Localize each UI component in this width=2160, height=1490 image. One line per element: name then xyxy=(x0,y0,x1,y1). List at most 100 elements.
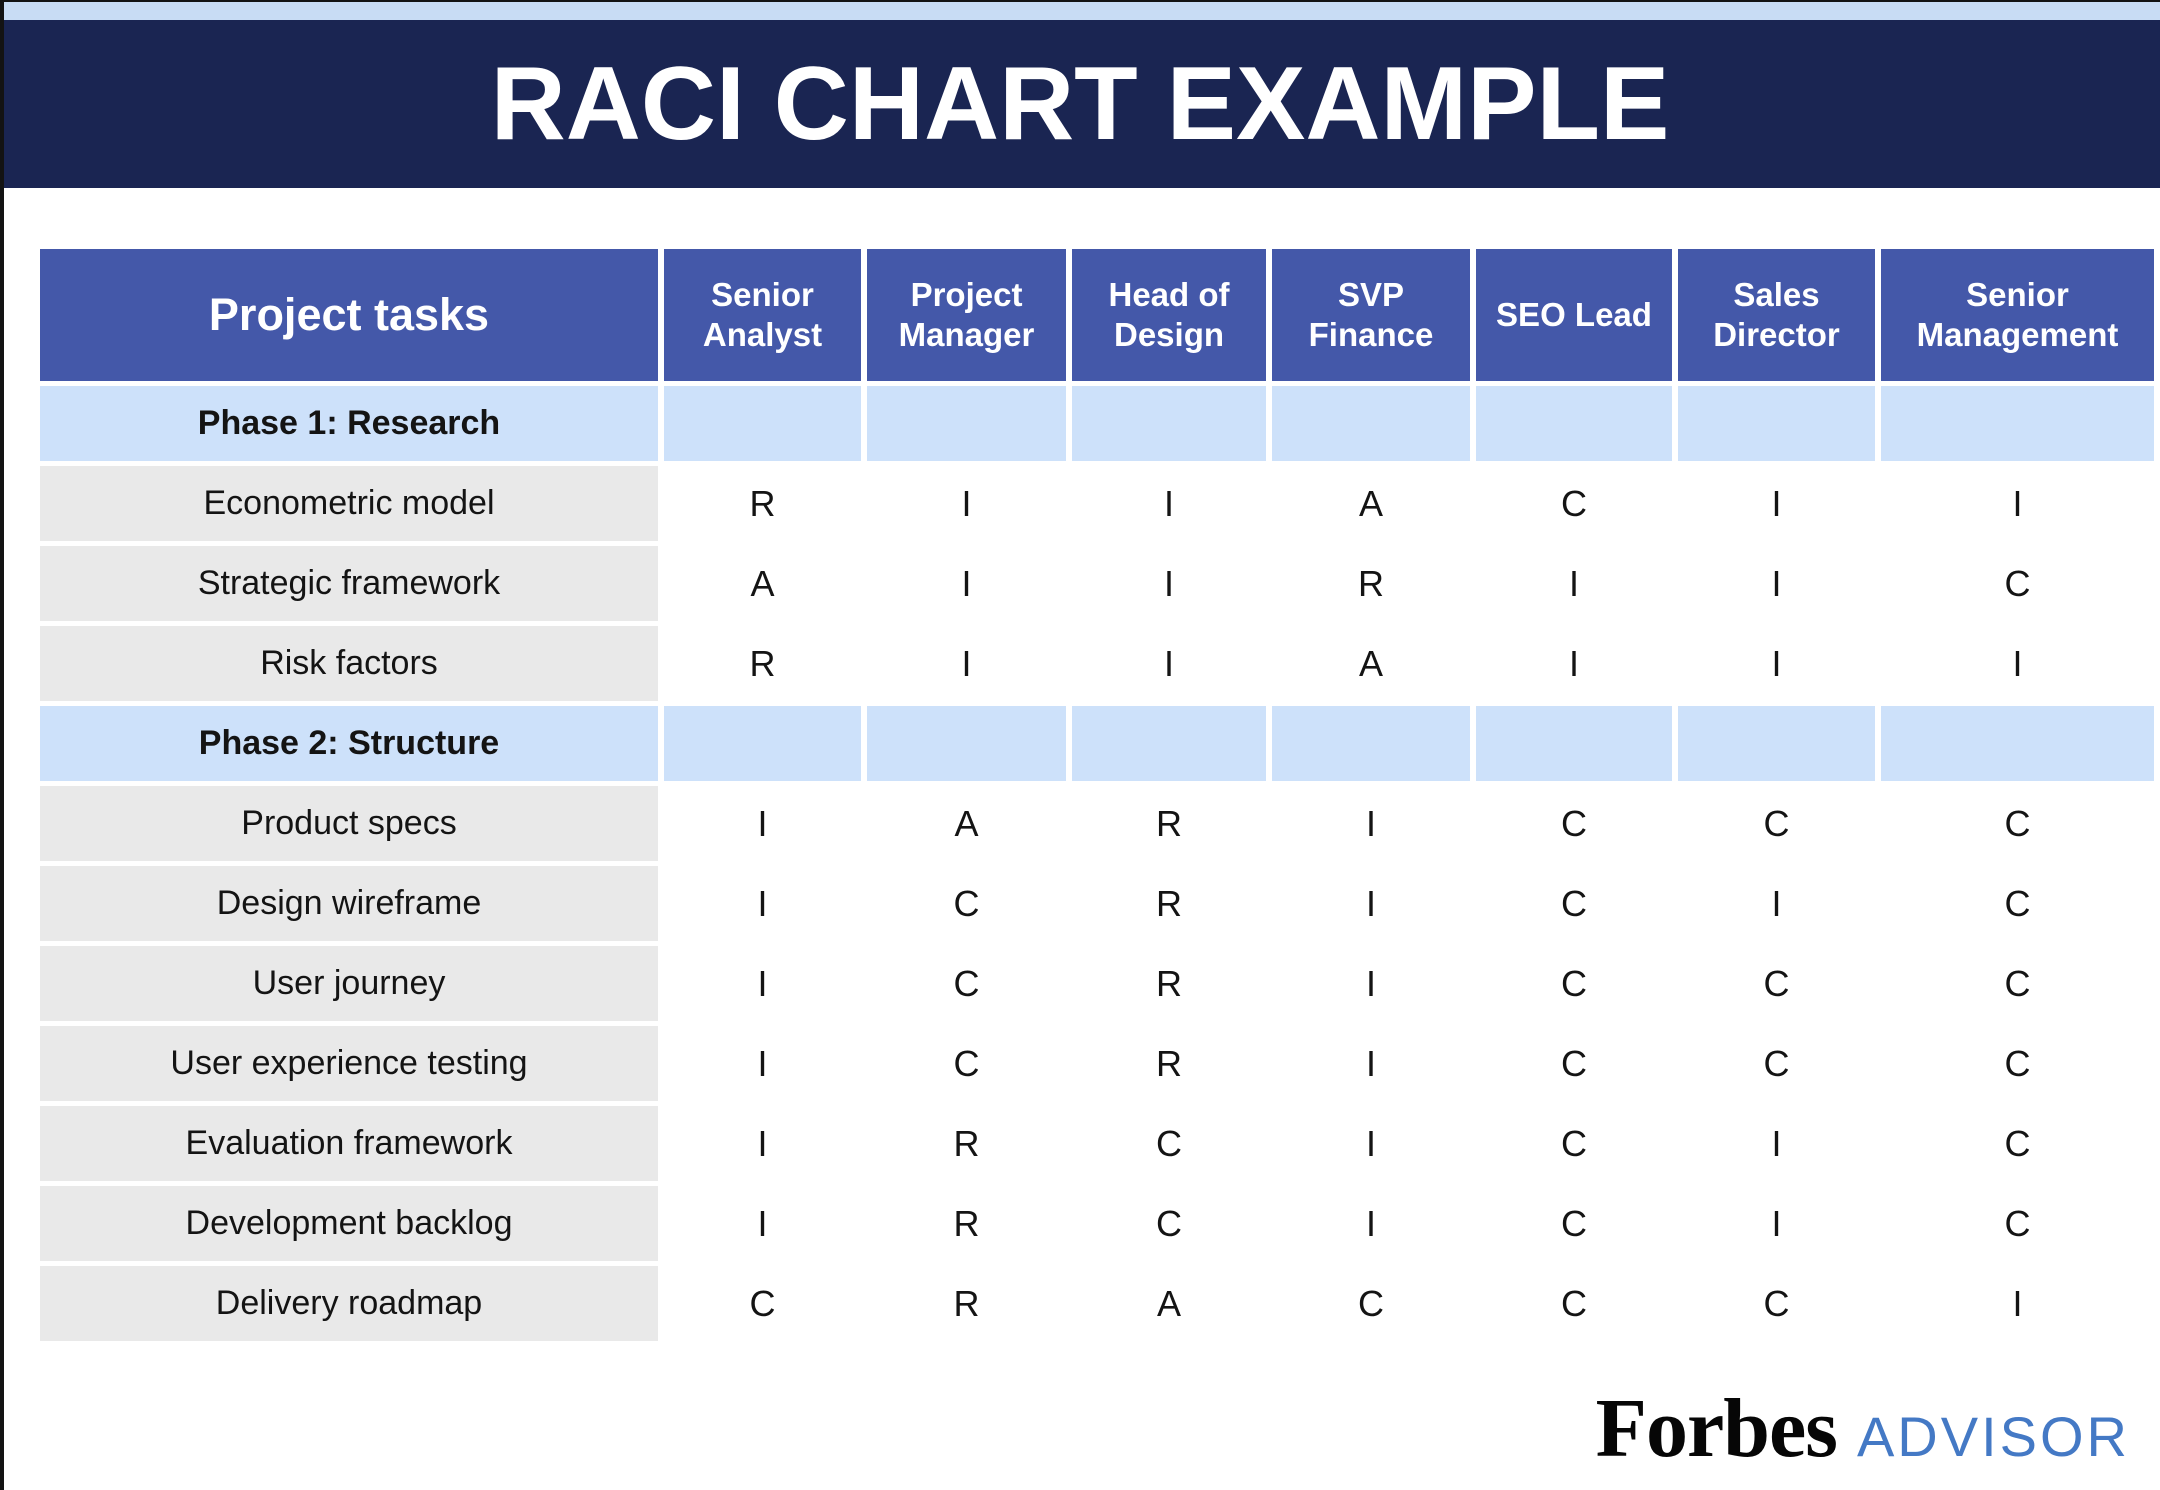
task-row: Strategic framework A I I R I I C xyxy=(40,546,2154,621)
raci-cell xyxy=(1072,706,1266,781)
task-label: User experience testing xyxy=(40,1026,658,1101)
left-edge-strip xyxy=(0,0,4,1490)
raci-cell: R xyxy=(1072,946,1266,1021)
raci-cell: A xyxy=(1272,626,1470,701)
task-label: Development backlog xyxy=(40,1186,658,1261)
raci-cell: I xyxy=(1072,546,1266,621)
raci-cell: I xyxy=(1678,1186,1875,1261)
task-row: Development backlog I R C I C I C xyxy=(40,1186,2154,1261)
raci-cell: I xyxy=(1678,546,1875,621)
raci-cell: C xyxy=(867,866,1066,941)
raci-cell: R xyxy=(1272,546,1470,621)
raci-cell xyxy=(1881,386,2154,461)
raci-cell: C xyxy=(1072,1106,1266,1181)
task-label: User journey xyxy=(40,946,658,1021)
task-row: Risk factors R I I A I I I xyxy=(40,626,2154,701)
raci-cell: I xyxy=(664,1186,861,1261)
phase-label: Phase 2: Structure xyxy=(40,706,658,781)
raci-cell xyxy=(1881,706,2154,781)
raci-cell: I xyxy=(1476,626,1672,701)
raci-cell: C xyxy=(1678,1026,1875,1101)
raci-cell: I xyxy=(1476,546,1672,621)
raci-cell: I xyxy=(1881,626,2154,701)
advisor-wordmark: ADVISOR xyxy=(1856,1405,2130,1468)
raci-cell: I xyxy=(664,946,861,1021)
raci-cell: I xyxy=(664,786,861,861)
raci-cell: C xyxy=(1678,1266,1875,1341)
phase-row: Phase 1: Research xyxy=(40,386,2154,461)
task-row: User journey I C R I C C C xyxy=(40,946,2154,1021)
phase-label: Phase 1: Research xyxy=(40,386,658,461)
raci-cell: I xyxy=(1678,1106,1875,1181)
column-header-head-of-design: Head of Design xyxy=(1072,249,1266,381)
raci-cell: I xyxy=(1272,866,1470,941)
raci-cell xyxy=(664,386,861,461)
raci-cell xyxy=(867,706,1066,781)
title-band: RACI CHART EXAMPLE xyxy=(0,20,2160,188)
page-title: RACI CHART EXAMPLE xyxy=(490,46,1670,162)
task-label: Econometric model xyxy=(40,466,658,541)
column-header-project-manager: Project Manager xyxy=(867,249,1066,381)
raci-table-wrap: Project tasks Senior Analyst Project Man… xyxy=(34,244,2160,1346)
raci-cell: R xyxy=(1072,866,1266,941)
forbes-wordmark: Forbes xyxy=(1595,1382,1838,1475)
task-label: Delivery roadmap xyxy=(40,1266,658,1341)
raci-cell: I xyxy=(664,1026,861,1101)
raci-cell: I xyxy=(1072,626,1266,701)
raci-cell: C xyxy=(1881,1026,2154,1101)
raci-table: Project tasks Senior Analyst Project Man… xyxy=(34,244,2160,1346)
column-header-project-tasks: Project tasks xyxy=(40,249,658,381)
raci-cell: I xyxy=(867,626,1066,701)
raci-cell: I xyxy=(1272,1026,1470,1101)
raci-cell: C xyxy=(1476,1106,1672,1181)
raci-cell: I xyxy=(1678,626,1875,701)
raci-cell: C xyxy=(664,1266,861,1341)
raci-cell: C xyxy=(867,946,1066,1021)
raci-cell: C xyxy=(1476,786,1672,861)
raci-cell xyxy=(664,706,861,781)
raci-cell xyxy=(1678,706,1875,781)
task-label: Evaluation framework xyxy=(40,1106,658,1181)
raci-cell: A xyxy=(664,546,861,621)
raci-cell: I xyxy=(1272,1186,1470,1261)
raci-cell xyxy=(1476,386,1672,461)
raci-cell xyxy=(1476,706,1672,781)
raci-cell: R xyxy=(867,1266,1066,1341)
raci-cell: C xyxy=(1476,866,1672,941)
task-row: Design wireframe I C R I C I C xyxy=(40,866,2154,941)
brand-logo: Forbes ADVISOR xyxy=(0,1380,2160,1477)
raci-cell: C xyxy=(1881,866,2154,941)
column-header-seo-lead: SEO Lead xyxy=(1476,249,1672,381)
raci-cell: R xyxy=(1072,1026,1266,1101)
raci-cell: C xyxy=(1476,946,1672,1021)
column-header-sales-director: Sales Director xyxy=(1678,249,1875,381)
raci-cell: R xyxy=(867,1186,1066,1261)
raci-cell: C xyxy=(867,1026,1066,1101)
task-row: User experience testing I C R I C C C xyxy=(40,1026,2154,1101)
raci-cell xyxy=(1072,386,1266,461)
raci-cell: C xyxy=(1881,1106,2154,1181)
raci-cell: C xyxy=(1881,1186,2154,1261)
raci-cell: I xyxy=(1072,466,1266,541)
raci-cell: I xyxy=(1678,866,1875,941)
phase-row: Phase 2: Structure xyxy=(40,706,2154,781)
raci-cell xyxy=(1272,386,1470,461)
raci-cell: C xyxy=(1678,946,1875,1021)
raci-cell: C xyxy=(1881,546,2154,621)
raci-cell: R xyxy=(664,466,861,541)
header-row: Project tasks Senior Analyst Project Man… xyxy=(40,249,2154,381)
raci-cell: I xyxy=(867,466,1066,541)
raci-cell: C xyxy=(1272,1266,1470,1341)
raci-cell: C xyxy=(1476,1186,1672,1261)
top-edge-line xyxy=(0,0,2160,2)
task-label: Product specs xyxy=(40,786,658,861)
raci-cell: I xyxy=(1272,946,1470,1021)
raci-cell: R xyxy=(867,1106,1066,1181)
raci-cell xyxy=(867,386,1066,461)
raci-cell: C xyxy=(1881,786,2154,861)
raci-cell: C xyxy=(1881,946,2154,1021)
raci-cell: I xyxy=(1272,1106,1470,1181)
column-header-svp-finance: SVP Finance xyxy=(1272,249,1470,381)
task-row: Product specs I A R I C C C xyxy=(40,786,2154,861)
